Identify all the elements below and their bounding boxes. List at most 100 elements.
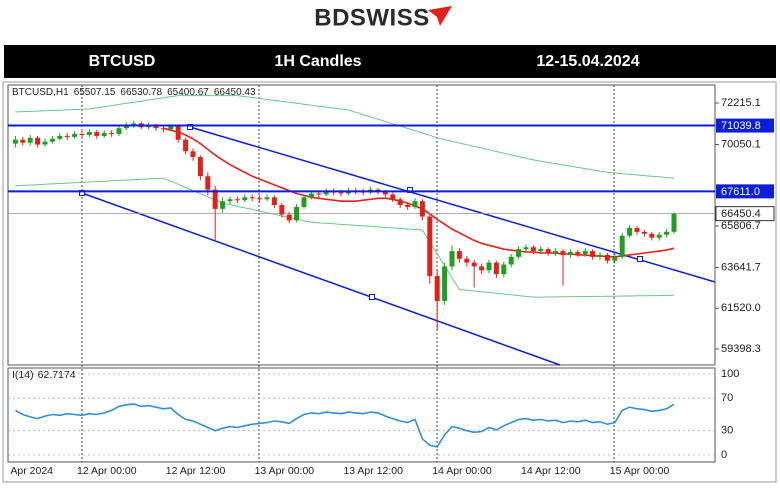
candle-body	[153, 125, 159, 129]
candle-body	[397, 199, 403, 206]
candle-body	[175, 126, 181, 140]
candle-body	[612, 256, 618, 261]
candle-body	[464, 258, 470, 263]
candle-body	[279, 205, 285, 215]
candle-body	[649, 233, 655, 238]
candle-body	[493, 262, 499, 275]
candle-body	[590, 251, 596, 257]
candle-body	[419, 201, 425, 217]
overlay-line	[15, 95, 675, 179]
x-tick-label: 14 Apr 00:00	[432, 465, 492, 477]
level-label: 71039.8	[721, 120, 761, 132]
candle-body	[382, 191, 388, 195]
candle-body	[508, 256, 514, 265]
candle-body	[641, 231, 647, 234]
candle-body	[109, 133, 115, 135]
candle-body	[286, 214, 292, 221]
candle-body	[72, 133, 78, 137]
level-label-box	[716, 118, 774, 133]
candle-body	[627, 228, 633, 236]
candle-body	[220, 201, 226, 209]
x-tick-label: 12 Apr 00:00	[77, 465, 137, 477]
candle-body	[35, 137, 41, 145]
candle-body	[619, 235, 625, 257]
candle-body	[257, 198, 263, 200]
candle-body	[553, 251, 559, 253]
candle-body	[86, 132, 92, 135]
rsi-tick-label: 100	[721, 368, 739, 380]
candle-body	[12, 139, 18, 144]
y-tick-label: 65806.7	[721, 220, 761, 232]
candle-body	[412, 201, 418, 207]
anchor	[637, 256, 643, 262]
candle-body	[301, 197, 307, 207]
day-separators	[81, 85, 615, 462]
candle-body	[27, 137, 33, 143]
candle-body	[190, 151, 196, 158]
candle-body	[42, 141, 48, 145]
candle-body	[434, 276, 440, 301]
candle-body	[308, 193, 314, 198]
candle-body	[271, 197, 277, 206]
candle-body	[94, 132, 100, 136]
candle-body	[656, 234, 662, 238]
y-tick-label: 61520.0	[721, 302, 761, 314]
candle-body	[57, 135, 63, 139]
candle-body	[316, 193, 322, 195]
x-tick-label: Apr 2024	[10, 465, 53, 477]
rsi-line	[15, 403, 675, 448]
candle-body	[427, 216, 433, 277]
info-value: 65507.15	[74, 87, 116, 98]
info-value: 62.7174	[38, 369, 76, 381]
candle-body	[49, 138, 55, 142]
candle-body	[516, 249, 522, 257]
candle-body	[183, 139, 189, 152]
candle-body	[227, 199, 233, 202]
candle-body	[101, 133, 107, 136]
candle-body	[560, 251, 566, 255]
candle-body	[249, 197, 255, 199]
last-price-label: 66450.4	[721, 208, 761, 220]
candle-body	[634, 228, 640, 232]
channel	[79, 124, 716, 366]
logo-mark	[428, 6, 452, 26]
symbol: BTCUSD	[89, 53, 156, 70]
info-value: BTCUSD,H1	[12, 87, 69, 98]
outer-frame	[2, 81, 777, 483]
anchor	[369, 294, 375, 300]
trend-line	[189, 126, 716, 283]
anchor	[407, 187, 413, 193]
candle-body	[597, 254, 603, 257]
overlay-line	[163, 127, 675, 258]
x-tick-label: 15 Apr 00:00	[610, 465, 670, 477]
candle-body	[664, 231, 670, 235]
level-label: 67611.0	[721, 186, 760, 198]
candle-body	[538, 249, 544, 252]
x-tick-label: 12 Apr 12:00	[166, 465, 226, 477]
candle-body	[449, 251, 455, 267]
anchor	[187, 124, 193, 130]
y-tick-label: 63641.7	[721, 261, 761, 273]
candle-body	[390, 194, 396, 200]
candle-body	[242, 197, 248, 201]
candle-body	[116, 128, 122, 134]
candle-body	[264, 197, 270, 200]
candle-body	[294, 206, 300, 221]
candle-body	[405, 205, 411, 207]
x-tick-label: 13 Apr 12:00	[343, 465, 403, 477]
candle-body	[442, 266, 448, 301]
candle-body	[604, 254, 610, 261]
y-tick-label: 72215.1	[721, 97, 761, 109]
candle-body	[567, 252, 573, 255]
info-value: 66530.78	[120, 87, 162, 98]
rsi-tick-label: 70	[721, 392, 733, 404]
y-tick-label: 59398.3	[721, 343, 761, 355]
candle-body	[523, 247, 529, 250]
trend-line	[81, 192, 561, 366]
candle-body	[323, 191, 329, 195]
x-tick-label: 14 Apr 12:00	[521, 465, 581, 477]
overlay-line	[15, 177, 675, 298]
candle-body	[471, 262, 477, 267]
candle-body	[160, 128, 166, 130]
